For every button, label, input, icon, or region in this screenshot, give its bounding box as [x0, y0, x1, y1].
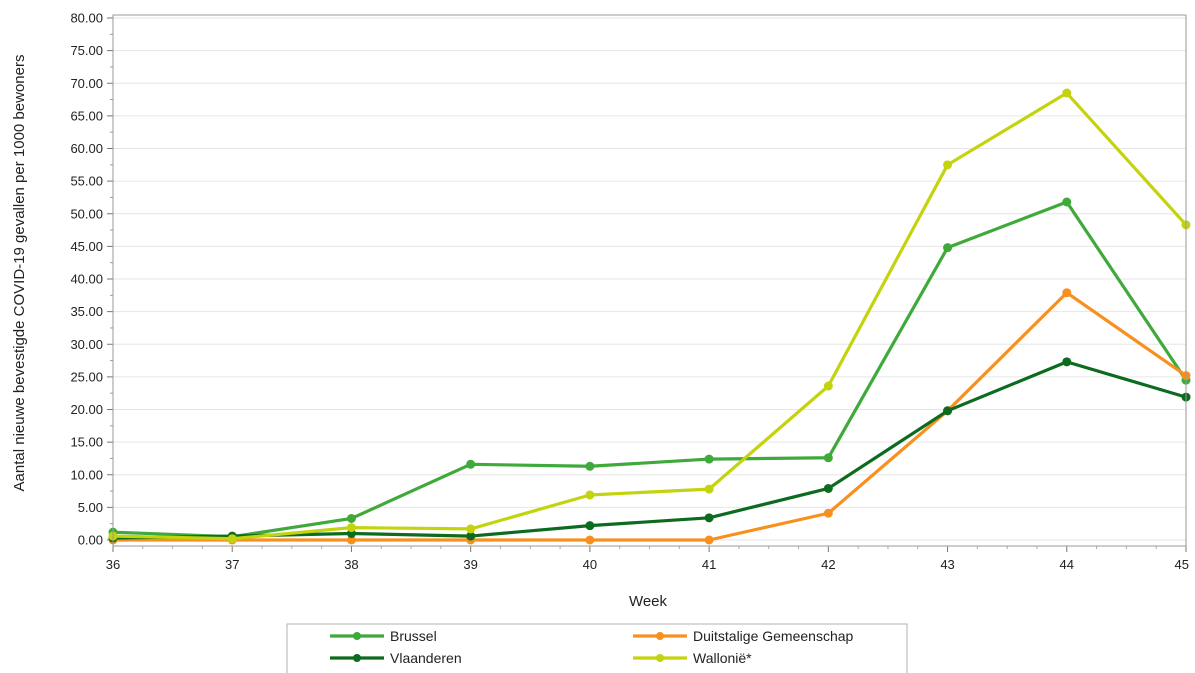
- series-line: [111, 291, 1188, 542]
- data-point: [943, 160, 953, 170]
- y-tick-label: 10.00: [70, 467, 103, 482]
- x-tick-label: 39: [463, 557, 477, 572]
- legend-item: Wallonië*: [633, 650, 752, 666]
- data-point: [1062, 288, 1072, 298]
- data-point: [704, 513, 714, 523]
- data-point: [823, 508, 833, 518]
- y-tick-label: 30.00: [70, 337, 103, 352]
- x-axis: 36 37 38 39 40 41 42 43 44 45: [106, 546, 1189, 572]
- y-tick-label: 80.00: [70, 11, 103, 26]
- data-point: [823, 381, 833, 391]
- data-point: [585, 521, 595, 531]
- y-tick-label: 65.00: [70, 108, 103, 123]
- legend-label: Wallonië*: [693, 650, 752, 666]
- legend-item: Vlaanderen: [330, 650, 462, 666]
- series-2: [108, 357, 1191, 543]
- data-point: [1062, 197, 1072, 207]
- data-point: [346, 513, 356, 523]
- data-point: [704, 454, 714, 464]
- legend-label: Brussel: [390, 628, 437, 644]
- gridlines: [113, 17, 1186, 541]
- data-point: [704, 535, 714, 545]
- data-point: [585, 490, 595, 500]
- data-point: [823, 453, 833, 463]
- y-tick-label: 75.00: [70, 43, 103, 58]
- legend-label: Vlaanderen: [390, 650, 462, 666]
- data-point: [823, 483, 833, 493]
- legend-swatch-point: [656, 632, 664, 640]
- data-point: [346, 523, 356, 533]
- x-tick-label: 44: [1060, 557, 1074, 572]
- series-0: [108, 197, 1191, 542]
- data-point: [346, 535, 356, 545]
- x-tick-label: 43: [940, 557, 954, 572]
- legend-frame: [286, 623, 908, 673]
- y-tick-label: 0.00: [78, 533, 103, 548]
- plot-frame: [112, 14, 1187, 547]
- x-tick-label: 37: [225, 557, 239, 572]
- y-tick-label: 15.00: [70, 435, 103, 450]
- y-tick-label: 55.00: [70, 174, 103, 189]
- y-tick-label: 70.00: [70, 76, 103, 91]
- series-1: [108, 288, 1191, 545]
- series-group: [108, 88, 1191, 545]
- y-tick-label: 25.00: [70, 369, 103, 384]
- x-axis-label: Week: [629, 593, 668, 610]
- legend-swatch-point: [656, 654, 664, 662]
- legend-item: Duitstalige Gemeenschap: [633, 628, 854, 644]
- legend-item: Brussel: [330, 628, 437, 644]
- y-axis-label: Aantal nieuwe bevestigde COVID-19 gevall…: [11, 55, 28, 492]
- data-point: [585, 535, 595, 545]
- legend-swatch-point: [353, 632, 361, 640]
- series-line: [111, 360, 1188, 540]
- x-tick-label: 38: [344, 557, 358, 572]
- y-tick-label: 40.00: [70, 272, 103, 287]
- x-tick-label: 36: [106, 557, 120, 572]
- data-point: [585, 461, 595, 471]
- data-point: [466, 531, 476, 541]
- series-line: [111, 91, 1188, 541]
- data-point: [1062, 357, 1072, 367]
- data-point: [466, 459, 476, 469]
- y-tick-label: 20.00: [70, 402, 103, 417]
- legend-swatch-point: [353, 654, 361, 662]
- x-tick-label: 41: [702, 557, 716, 572]
- data-point: [943, 406, 953, 416]
- legend-label: Duitstalige Gemeenschap: [693, 628, 854, 644]
- y-tick-label: 35.00: [70, 304, 103, 319]
- y-tick-label: 60.00: [70, 141, 103, 156]
- data-point: [227, 534, 237, 544]
- data-point: [466, 524, 476, 534]
- legend: Brussel Duitstalige Gemeenschap Vlaanderen…: [286, 623, 908, 673]
- x-tick-label: 42: [821, 557, 835, 572]
- series-3: [108, 88, 1191, 544]
- series-line: [111, 200, 1188, 539]
- x-tick-label: 45: [1175, 557, 1189, 572]
- data-point: [943, 243, 953, 253]
- data-point: [1062, 88, 1072, 98]
- y-tick-label: 50.00: [70, 206, 103, 221]
- y-tick-label: 45.00: [70, 239, 103, 254]
- y-axis: 0.00 5.00 10.00 15.00 20.00 25.00 30.00 35.00 40…: [70, 11, 113, 548]
- y-tick-label: 5.00: [78, 500, 103, 515]
- data-point: [704, 484, 714, 494]
- x-tick-label: 40: [583, 557, 597, 572]
